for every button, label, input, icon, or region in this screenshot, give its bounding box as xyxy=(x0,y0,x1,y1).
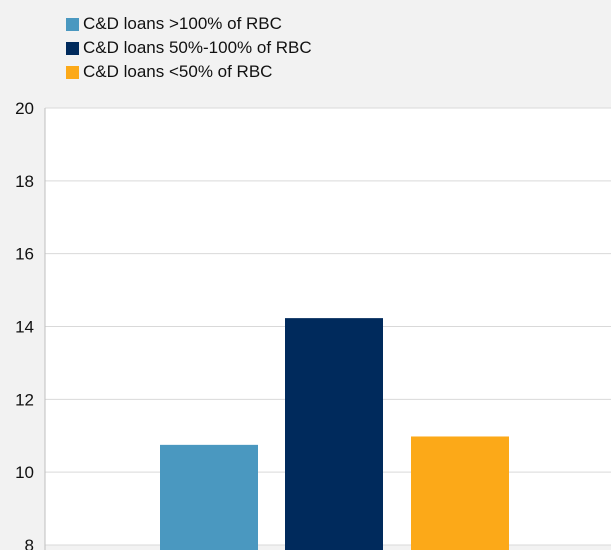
legend: C&D loans >100% of RBC C&D loans 50%-100… xyxy=(66,12,312,84)
y-tick-label-14: 14 xyxy=(15,318,34,337)
legend-swatch-under-50 xyxy=(66,65,79,79)
y-tick-label-8: 8 xyxy=(25,536,34,550)
bar-1 xyxy=(285,318,383,550)
legend-item-under-50: C&D loans <50% of RBC xyxy=(66,60,312,84)
bar-2 xyxy=(411,436,509,550)
y-tick-label-16: 16 xyxy=(15,245,34,264)
legend-item-50-100: C&D loans 50%-100% of RBC xyxy=(66,36,312,60)
legend-swatch-50-100 xyxy=(66,41,79,55)
legend-label-under-50: C&D loans <50% of RBC xyxy=(83,62,273,81)
legend-item-over-100: C&D loans >100% of RBC xyxy=(66,12,312,36)
legend-swatch-over-100 xyxy=(66,17,79,31)
y-tick-label-10: 10 xyxy=(15,463,34,482)
bar-0 xyxy=(160,444,258,550)
legend-label-50-100: C&D loans 50%-100% of RBC xyxy=(83,38,312,57)
y-tick-label-12: 12 xyxy=(15,390,34,409)
y-tick-label-20: 20 xyxy=(15,99,34,118)
legend-label-over-100: C&D loans >100% of RBC xyxy=(83,14,282,33)
y-tick-label-18: 18 xyxy=(15,172,34,191)
